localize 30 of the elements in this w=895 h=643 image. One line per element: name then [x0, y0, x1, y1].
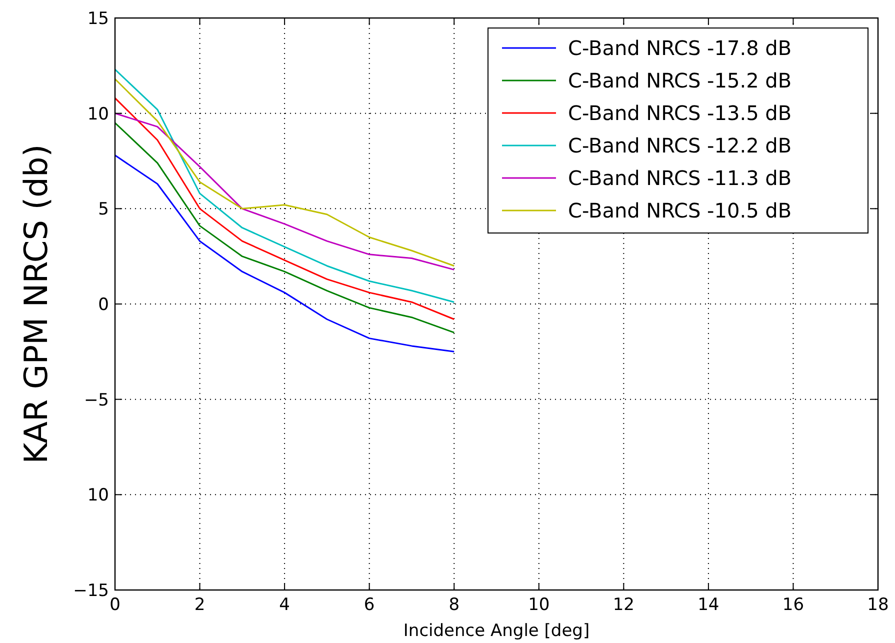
y-tick-label: 10 — [87, 486, 109, 506]
legend-label: C-Band NRCS -10.5 dB — [568, 198, 792, 222]
y-tick-label: −15 — [73, 581, 109, 601]
line-series — [114, 97, 455, 320]
y-tick-label: 5 — [98, 200, 109, 220]
legend-label: C-Band NRCS -11.3 dB — [568, 166, 792, 190]
y-tick-label: −5 — [84, 390, 109, 410]
legend-label: C-Band NRCS -17.8 dB — [568, 36, 792, 60]
y-axis-title: KAR GPM NRCS (db) — [17, 144, 55, 464]
legend-label: C-Band NRCS -13.5 dB — [568, 101, 792, 125]
x-tick-label: 8 — [448, 595, 460, 615]
x-axis-title: Incidence Angle [deg] — [403, 621, 590, 641]
line-series — [114, 68, 455, 303]
x-tick-label: 18 — [867, 595, 889, 615]
line-series — [114, 122, 455, 334]
x-tick-label: 2 — [194, 595, 206, 615]
x-tick-label: 12 — [612, 595, 634, 615]
y-tick-label: 15 — [87, 9, 109, 29]
y-tick-label: 10 — [87, 104, 109, 124]
x-tick-label: 10 — [528, 595, 550, 615]
legend-label: C-Band NRCS -12.2 dB — [568, 134, 792, 158]
line-series — [114, 78, 455, 267]
x-tick-label: 4 — [279, 595, 290, 615]
x-tick-label: 14 — [698, 595, 720, 615]
line-series — [114, 154, 455, 352]
legend-label: C-Band NRCS -15.2 dB — [568, 68, 792, 92]
x-tick-label: 16 — [782, 595, 804, 615]
x-tick-label: 6 — [364, 595, 375, 615]
line-series — [114, 112, 455, 270]
y-tick-label: 0 — [98, 295, 109, 315]
